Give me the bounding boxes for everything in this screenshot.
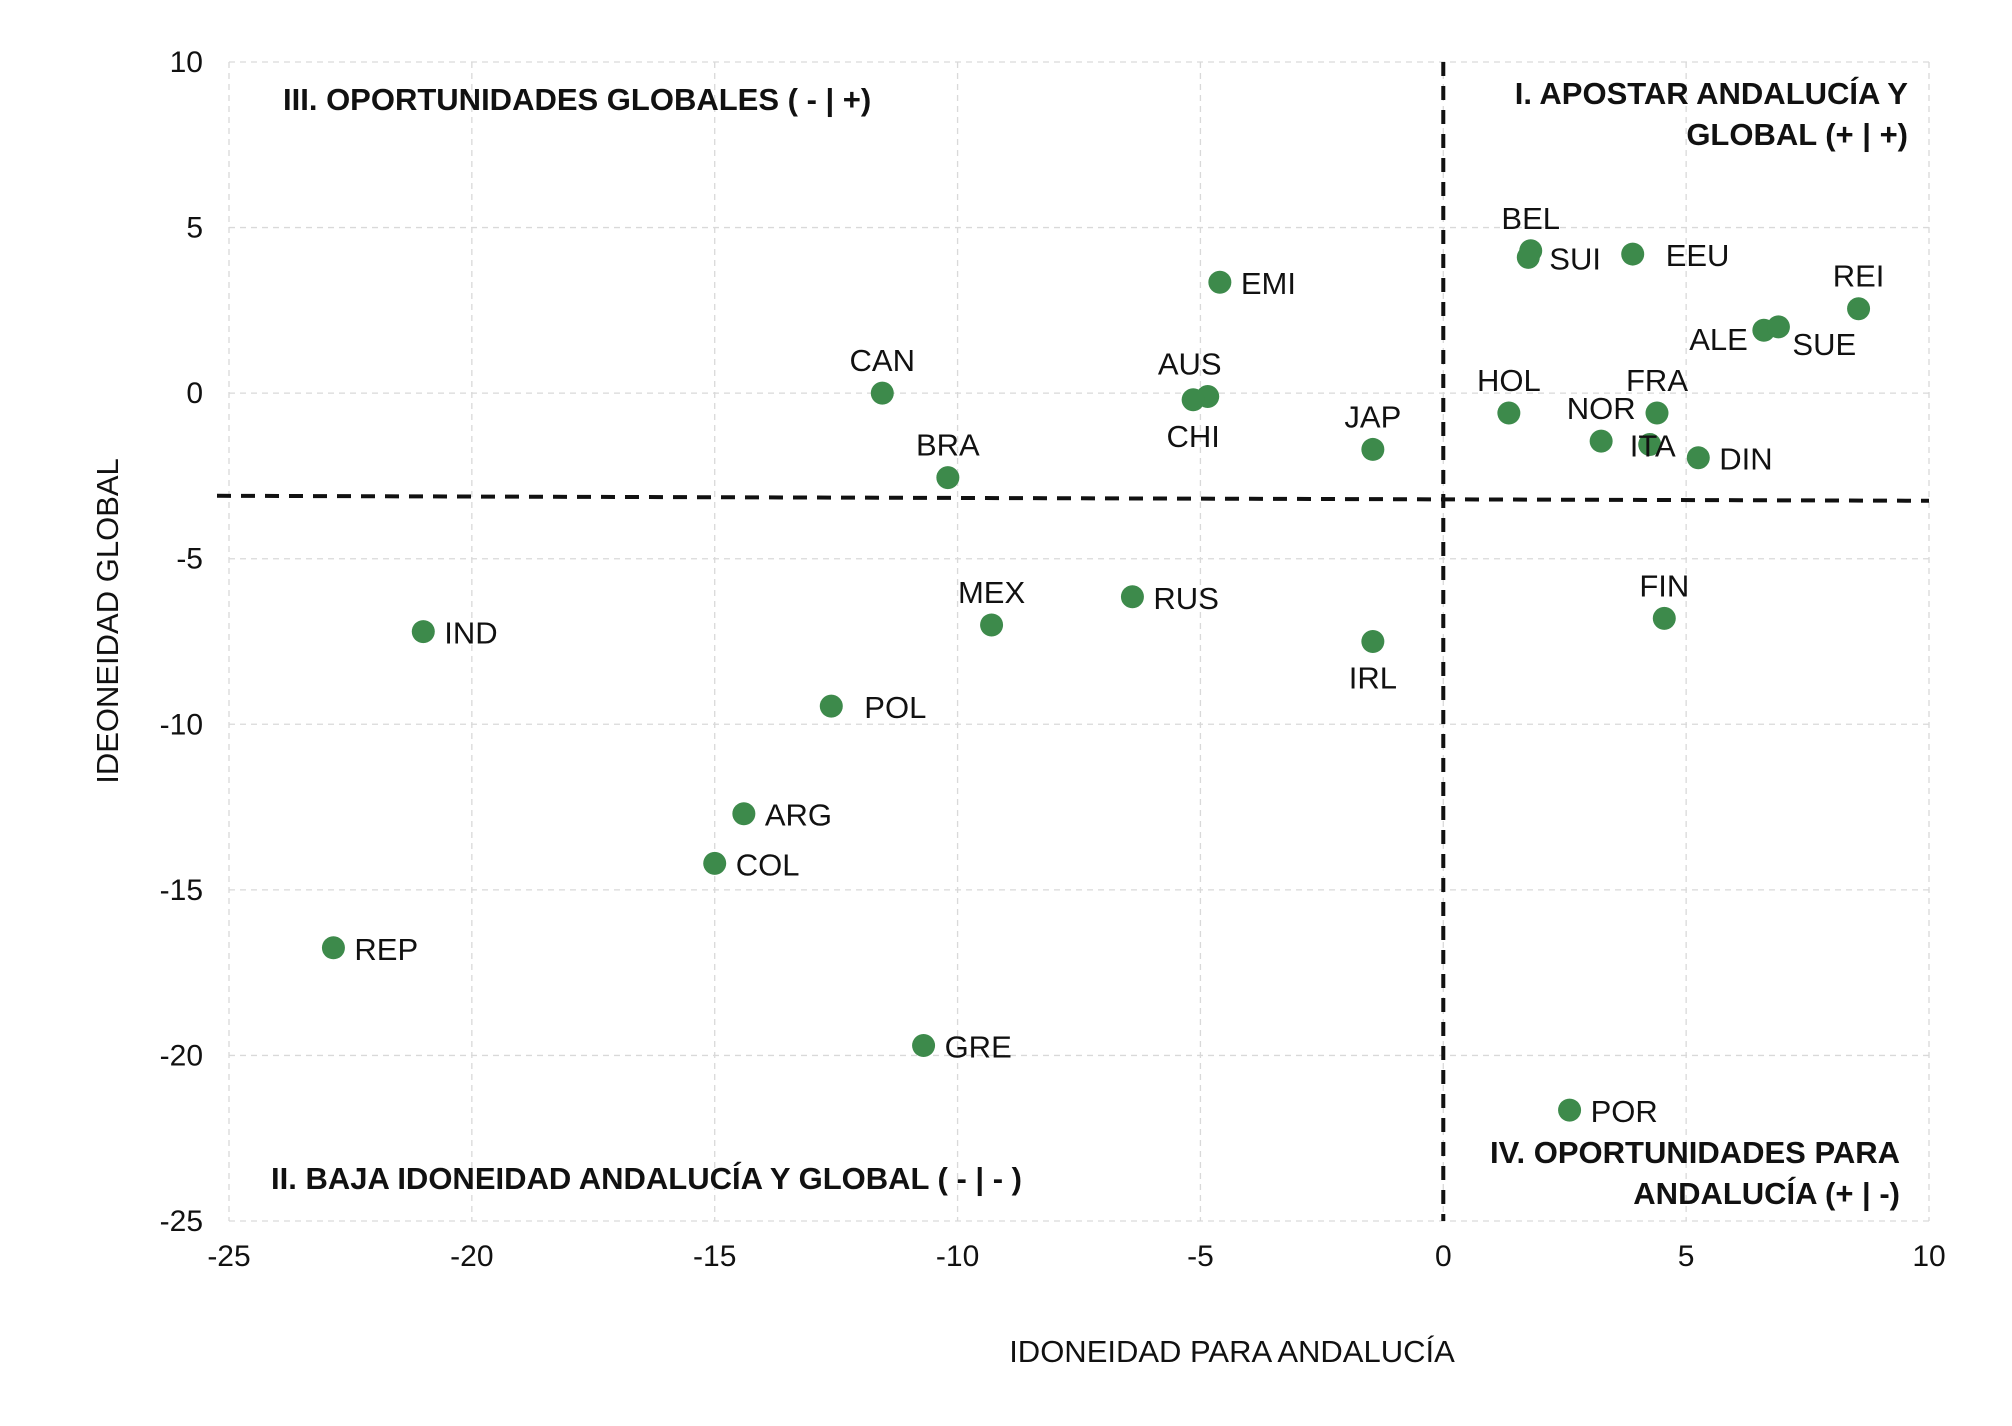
point-label-can: CAN: [850, 343, 915, 378]
point-label-rei: REI: [1833, 259, 1885, 294]
point-label-nor: NOR: [1567, 391, 1636, 426]
x-tick-label: 10: [1912, 1240, 1945, 1273]
point-label-chi: CHI: [1166, 419, 1219, 454]
point-por: [1558, 1098, 1582, 1122]
x-axis-title: IDONEIDAD PARA ANDALUCÍA: [1009, 1334, 1455, 1369]
point-label-din: DIN: [1719, 442, 1772, 477]
point-hol: [1497, 401, 1521, 425]
point-din: [1686, 446, 1710, 470]
point-bra: [936, 466, 960, 490]
point-label-ita: ITA: [1630, 428, 1676, 463]
quadrant-4-label-line1: IV. OPORTUNIDADES PARA: [1490, 1135, 1900, 1170]
y-tick-label: -5: [176, 543, 203, 576]
point-label-hol: HOL: [1477, 363, 1541, 398]
point-eeu: [1621, 242, 1645, 266]
y-tick-label: 10: [170, 46, 203, 79]
data-points: [321, 239, 1871, 1122]
point-irl: [1361, 630, 1385, 653]
point-rus: [1120, 585, 1144, 609]
point-label-bel: BEL: [1501, 201, 1560, 236]
point-label-irl: IRL: [1349, 661, 1397, 696]
point-label-jap: JAP: [1344, 399, 1401, 434]
point-label-mex: MEX: [958, 575, 1026, 610]
point-fra: [1645, 401, 1669, 425]
point-label-pol: POL: [864, 690, 926, 725]
point-sui: [1516, 245, 1540, 269]
point-label-rus: RUS: [1153, 581, 1218, 616]
point-emi: [1208, 270, 1232, 294]
y-tick-label: -15: [160, 874, 203, 907]
point-ita: [1638, 432, 1662, 456]
point-label-rep: REP: [354, 932, 418, 967]
y-tick-label: -20: [160, 1039, 203, 1072]
x-tick-label: 0: [1435, 1240, 1452, 1273]
x-tick-label: -25: [207, 1240, 250, 1273]
point-label-arg: ARG: [765, 798, 832, 833]
quadrant-1-label-line2: GLOBAL (+ | +): [1686, 117, 1908, 152]
point-jap: [1361, 437, 1385, 461]
quadrant-2-label: II. BAJA IDONEIDAD ANDALUCÍA Y GLOBAL ( …: [271, 1161, 1022, 1196]
x-tick-label: -10: [936, 1240, 979, 1273]
point-rep: [321, 936, 345, 960]
point-label-sue: SUE: [1792, 327, 1856, 362]
point-label-emi: EMI: [1241, 266, 1296, 301]
point-label-eeu: EEU: [1666, 238, 1730, 273]
quadrant-1-label-line1: I. APOSTAR ANDALUCÍA Y: [1515, 76, 1909, 111]
point-label-ale: ALE: [1689, 322, 1748, 357]
point-pol: [819, 694, 843, 718]
point-label-por: POR: [1591, 1094, 1658, 1129]
point-label-sui: SUI: [1549, 241, 1601, 276]
x-tick-label: -20: [450, 1240, 493, 1273]
point-can: [870, 381, 894, 405]
grid-lines: [228, 61, 1930, 1222]
y-tick-label: -25: [160, 1205, 203, 1238]
point-rei: [1847, 297, 1871, 321]
point-label-bra: BRA: [916, 428, 980, 463]
point-gre: [912, 1033, 936, 1057]
point-label-col: COL: [736, 847, 800, 882]
x-tick-label: -15: [693, 1240, 736, 1273]
point-label-aus: AUS: [1158, 346, 1222, 381]
y-tick-label: 0: [186, 377, 203, 410]
x-tick-label: 5: [1678, 1240, 1695, 1273]
y-axis-title: IDEONEIDAD GLOBAL: [90, 458, 125, 784]
point-chi: [1181, 388, 1205, 412]
point-arg: [732, 802, 756, 826]
point-nor: [1589, 429, 1613, 453]
point-label-fin: FIN: [1639, 568, 1689, 603]
point-col: [703, 851, 727, 875]
horizontal-reference-line: [216, 493, 1930, 503]
y-tick-label: -10: [160, 708, 203, 741]
reference-lines: [216, 62, 1930, 1221]
x-tick-label: -5: [1187, 1240, 1214, 1273]
point-ind: [411, 620, 435, 644]
point-label-fra: FRA: [1626, 363, 1688, 398]
point-fin: [1652, 606, 1676, 630]
point-label-gre: GRE: [945, 1029, 1012, 1064]
y-tick-label: 5: [186, 212, 203, 245]
point-mex: [980, 613, 1004, 637]
quadrant-3-label: III. OPORTUNIDADES GLOBALES ( - | +): [283, 82, 871, 117]
axis-ticks: -25 -20 -15 -10 -5 0 5 10 10 5 0 -5 -10 -15 -20 -25: [160, 46, 1946, 1273]
quadrant-4-label-line2: ANDALUCÍA (+ | -): [1633, 1176, 1900, 1211]
point-label-ind: IND: [444, 616, 497, 651]
point-sue: [1766, 315, 1790, 339]
